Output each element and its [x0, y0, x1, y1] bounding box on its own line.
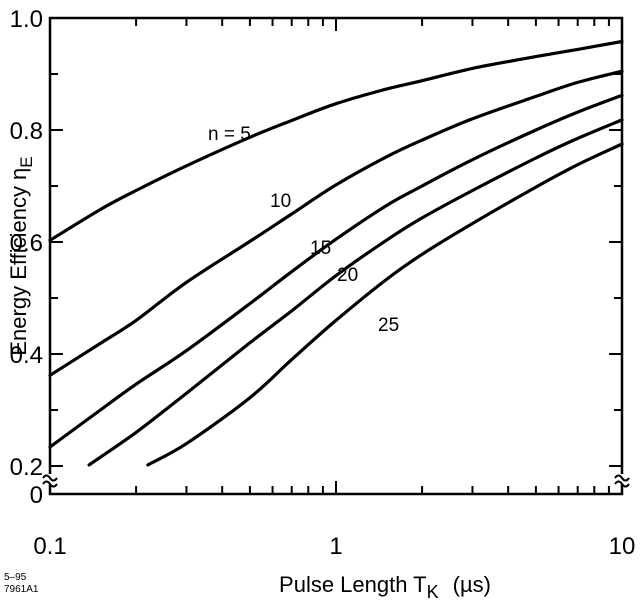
curve-10 [48, 69, 624, 377]
y-axis-title: Energy Efficiency ηE [6, 156, 36, 355]
x-tick-label: 1 [329, 533, 342, 560]
y-axis-title-sub: E [17, 156, 36, 167]
y-tick-label: 1.0 [10, 6, 43, 33]
curve-5 [48, 39, 624, 242]
y-tick-label: 0.8 [10, 118, 43, 145]
curve-label-15: 15 [310, 238, 331, 259]
curves [48, 39, 624, 467]
curve-label-20: 20 [337, 265, 358, 286]
axis-break-right [614, 474, 630, 482]
curve-15 [48, 93, 624, 449]
x-tick-labels: 0.1 1 10 [33, 533, 635, 560]
x-axis-title-main: Pulse Length T [279, 572, 427, 597]
axis-break-left [42, 474, 58, 482]
curve-25 [146, 142, 624, 467]
figure-id-code: 7961A1 [4, 584, 39, 595]
y-tick-labels: 00.2 0.4 0.6 0.8 1.0 [10, 6, 43, 509]
y-axis-title-main: Energy Efficiency η [6, 168, 31, 356]
x-axis-title-unit: (µs) [453, 572, 491, 597]
x-axis-title-sub: K [427, 582, 439, 602]
axis-break-right [614, 480, 630, 488]
x-tick-label: 0.1 [33, 533, 66, 560]
axis-break-left [42, 480, 58, 488]
y-tick-label: 0.6 [10, 230, 43, 257]
y-tick-label: 0.4 [10, 342, 43, 369]
curve-20 [87, 118, 624, 467]
curve-labels: n = 5 10 15 20 25 [208, 124, 399, 336]
curve-label-5: n = 5 [208, 124, 251, 145]
y-tick-label: 0 [30, 482, 43, 509]
y-tick-label: 0.2 [10, 454, 43, 481]
plot-frame [48, 16, 624, 496]
x-tick-label: 10 [609, 533, 636, 560]
figure-date-code: 5–95 [4, 572, 27, 583]
curve-label-25: 25 [378, 315, 399, 336]
axis-break-marks [42, 474, 630, 488]
curve-label-10: 10 [270, 191, 291, 212]
x-axis-title: Pulse Length TK (µs) [279, 572, 491, 602]
